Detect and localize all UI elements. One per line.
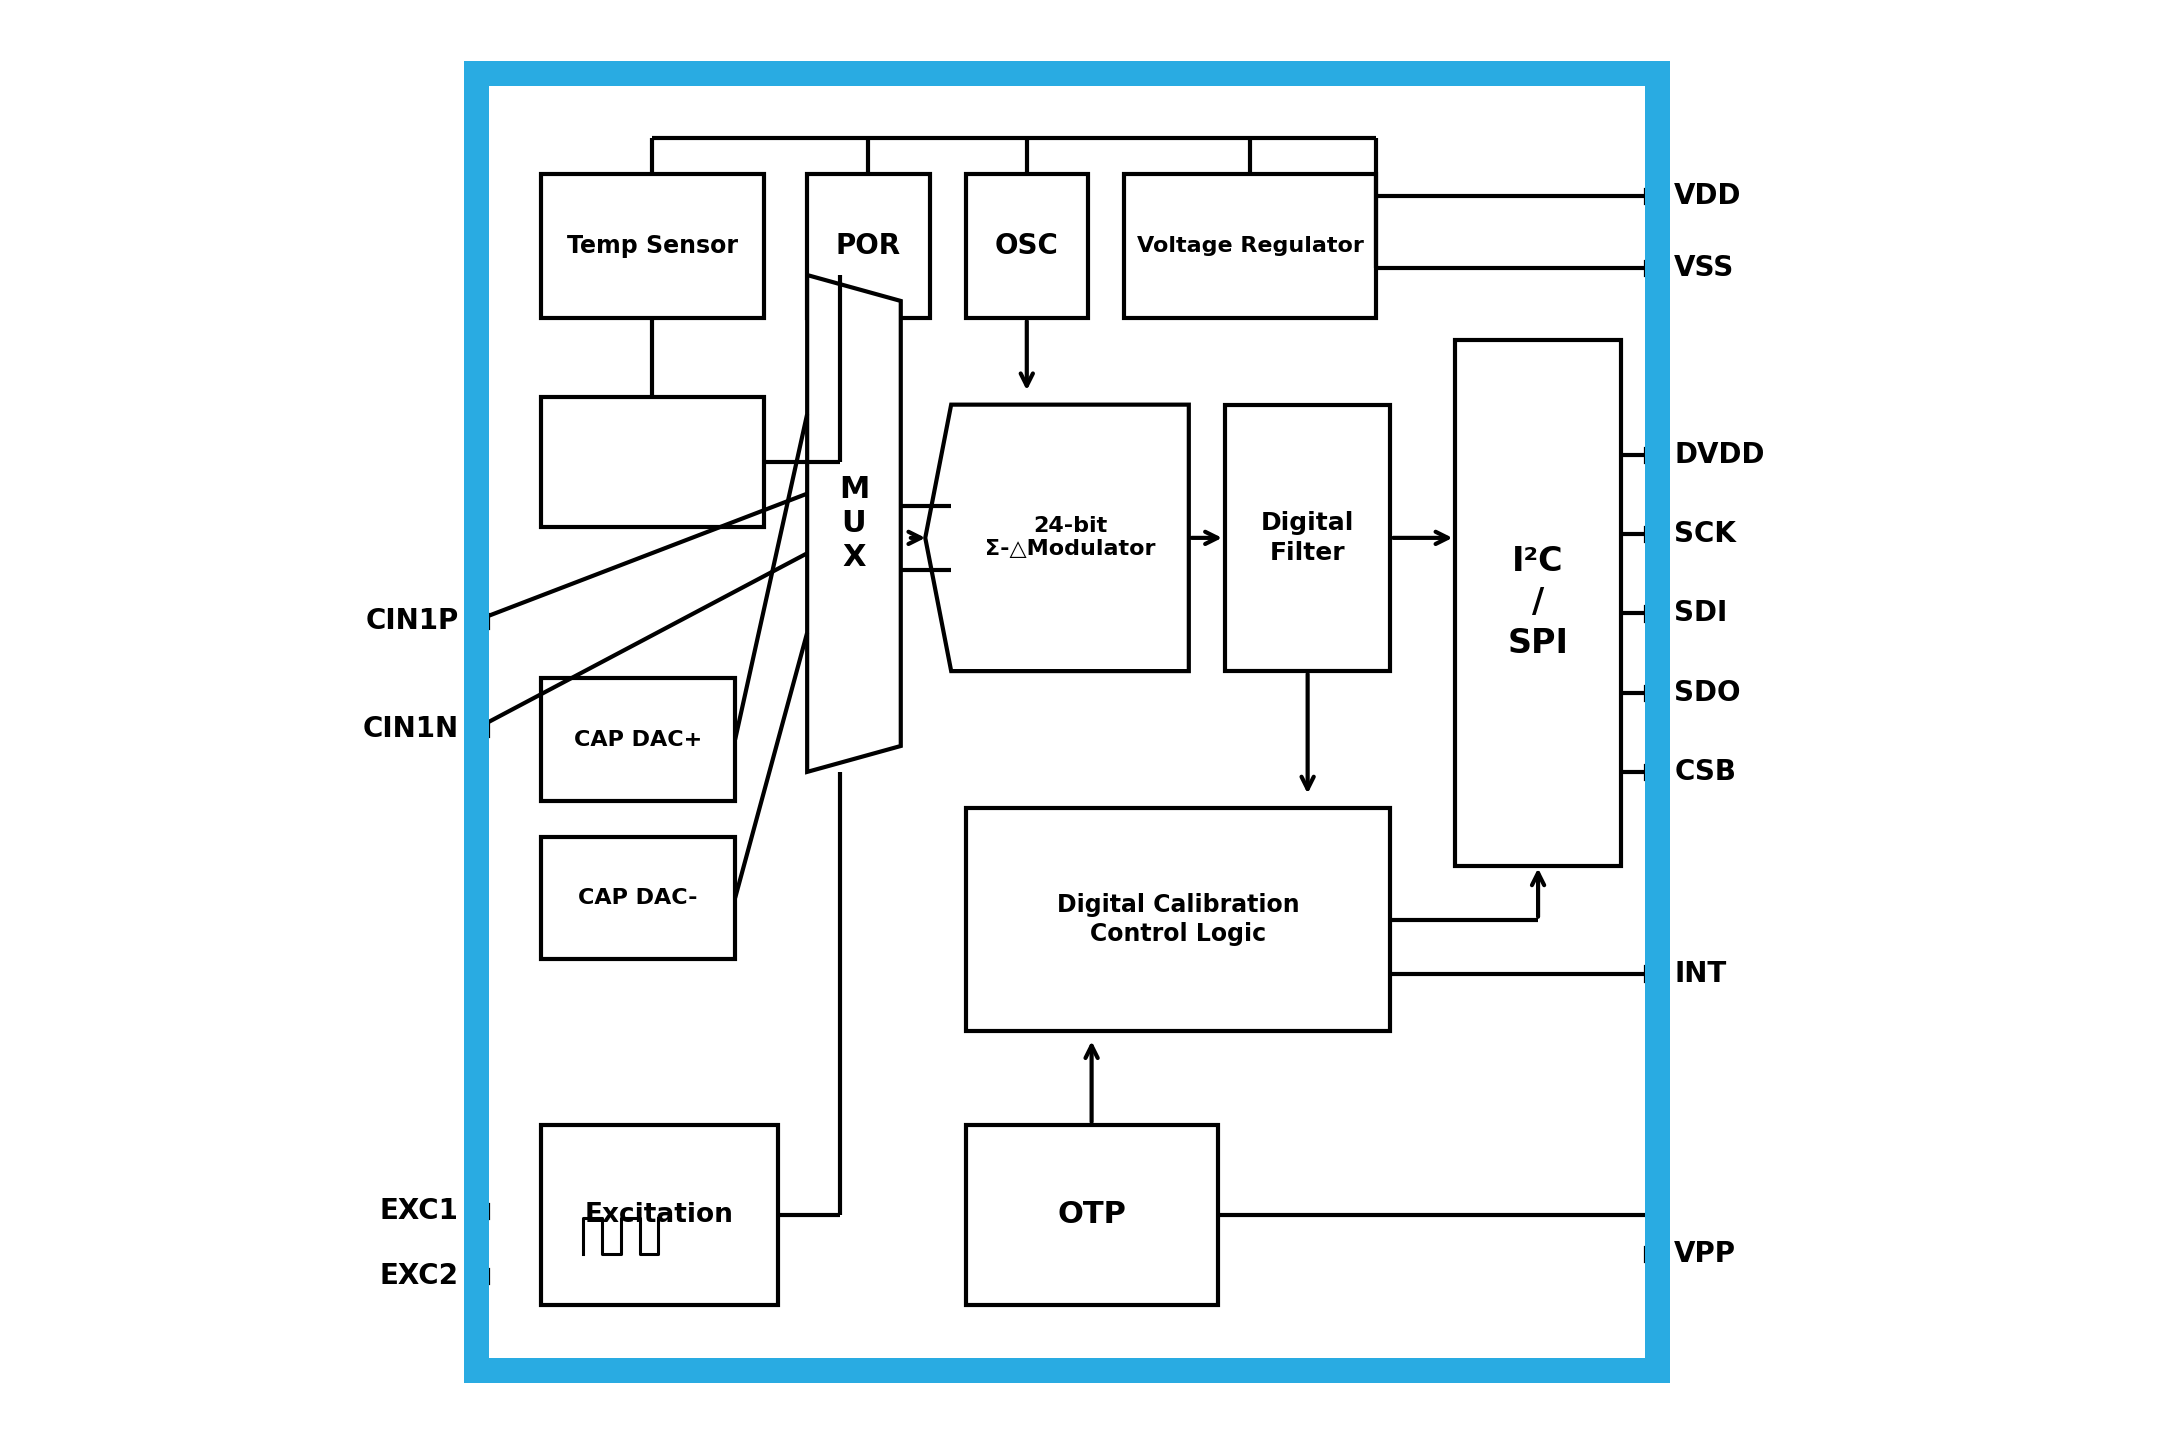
- Polygon shape: [925, 404, 1188, 671]
- Text: CIN1N: CIN1N: [363, 714, 459, 743]
- Text: VPP: VPP: [1673, 1241, 1736, 1268]
- FancyBboxPatch shape: [1456, 341, 1621, 866]
- FancyBboxPatch shape: [540, 837, 735, 960]
- Text: SDO: SDO: [1673, 678, 1741, 707]
- Text: VDD: VDD: [1673, 182, 1741, 209]
- Text: M
U
X: M U X: [838, 475, 868, 571]
- FancyBboxPatch shape: [540, 397, 764, 527]
- Bar: [1643, 964, 1669, 984]
- Text: Digital
Filter: Digital Filter: [1260, 511, 1353, 564]
- Bar: [463, 719, 492, 739]
- Bar: [463, 1201, 492, 1221]
- FancyBboxPatch shape: [1125, 175, 1375, 319]
- Text: CAP DAC+: CAP DAC+: [574, 730, 703, 749]
- Text: CIN1P: CIN1P: [366, 606, 459, 635]
- FancyBboxPatch shape: [540, 175, 764, 319]
- Text: EXC2: EXC2: [379, 1263, 459, 1290]
- Text: POR: POR: [836, 232, 901, 260]
- Text: CSB: CSB: [1673, 758, 1736, 786]
- Bar: [463, 1266, 492, 1286]
- FancyBboxPatch shape: [966, 1124, 1219, 1304]
- Text: 24-bit
Σ-△Modulator: 24-bit Σ-△Modulator: [986, 517, 1155, 560]
- Text: OSC: OSC: [994, 232, 1060, 260]
- Bar: [1643, 258, 1669, 278]
- Text: VSS: VSS: [1673, 254, 1734, 281]
- Polygon shape: [807, 276, 901, 772]
- Bar: [1643, 762, 1669, 782]
- Text: SCK: SCK: [1673, 521, 1736, 548]
- Bar: [463, 610, 492, 631]
- Bar: [1643, 444, 1669, 465]
- Text: INT: INT: [1673, 960, 1726, 987]
- Text: Voltage Regulator: Voltage Regulator: [1136, 237, 1364, 257]
- Text: DVDD: DVDD: [1673, 442, 1765, 469]
- FancyBboxPatch shape: [540, 678, 735, 801]
- Text: SDI: SDI: [1673, 599, 1728, 628]
- FancyBboxPatch shape: [966, 808, 1390, 1032]
- Bar: [1643, 683, 1669, 703]
- Text: Digital Calibration
Control Logic: Digital Calibration Control Logic: [1058, 893, 1299, 947]
- Bar: [1643, 524, 1669, 544]
- FancyBboxPatch shape: [807, 175, 929, 319]
- Text: I²C
/
SPI: I²C / SPI: [1508, 545, 1569, 659]
- Bar: [1643, 603, 1669, 623]
- Text: CAP DAC-: CAP DAC-: [579, 887, 698, 908]
- Text: Excitation: Excitation: [585, 1202, 733, 1228]
- Text: Temp Sensor: Temp Sensor: [566, 234, 738, 258]
- FancyBboxPatch shape: [1225, 404, 1390, 671]
- FancyBboxPatch shape: [540, 1124, 779, 1304]
- Text: OTP: OTP: [1058, 1201, 1125, 1229]
- FancyBboxPatch shape: [966, 175, 1088, 319]
- Bar: [1643, 186, 1669, 206]
- Text: EXC1: EXC1: [381, 1198, 459, 1225]
- Bar: [1643, 1244, 1669, 1264]
- FancyBboxPatch shape: [477, 74, 1656, 1369]
